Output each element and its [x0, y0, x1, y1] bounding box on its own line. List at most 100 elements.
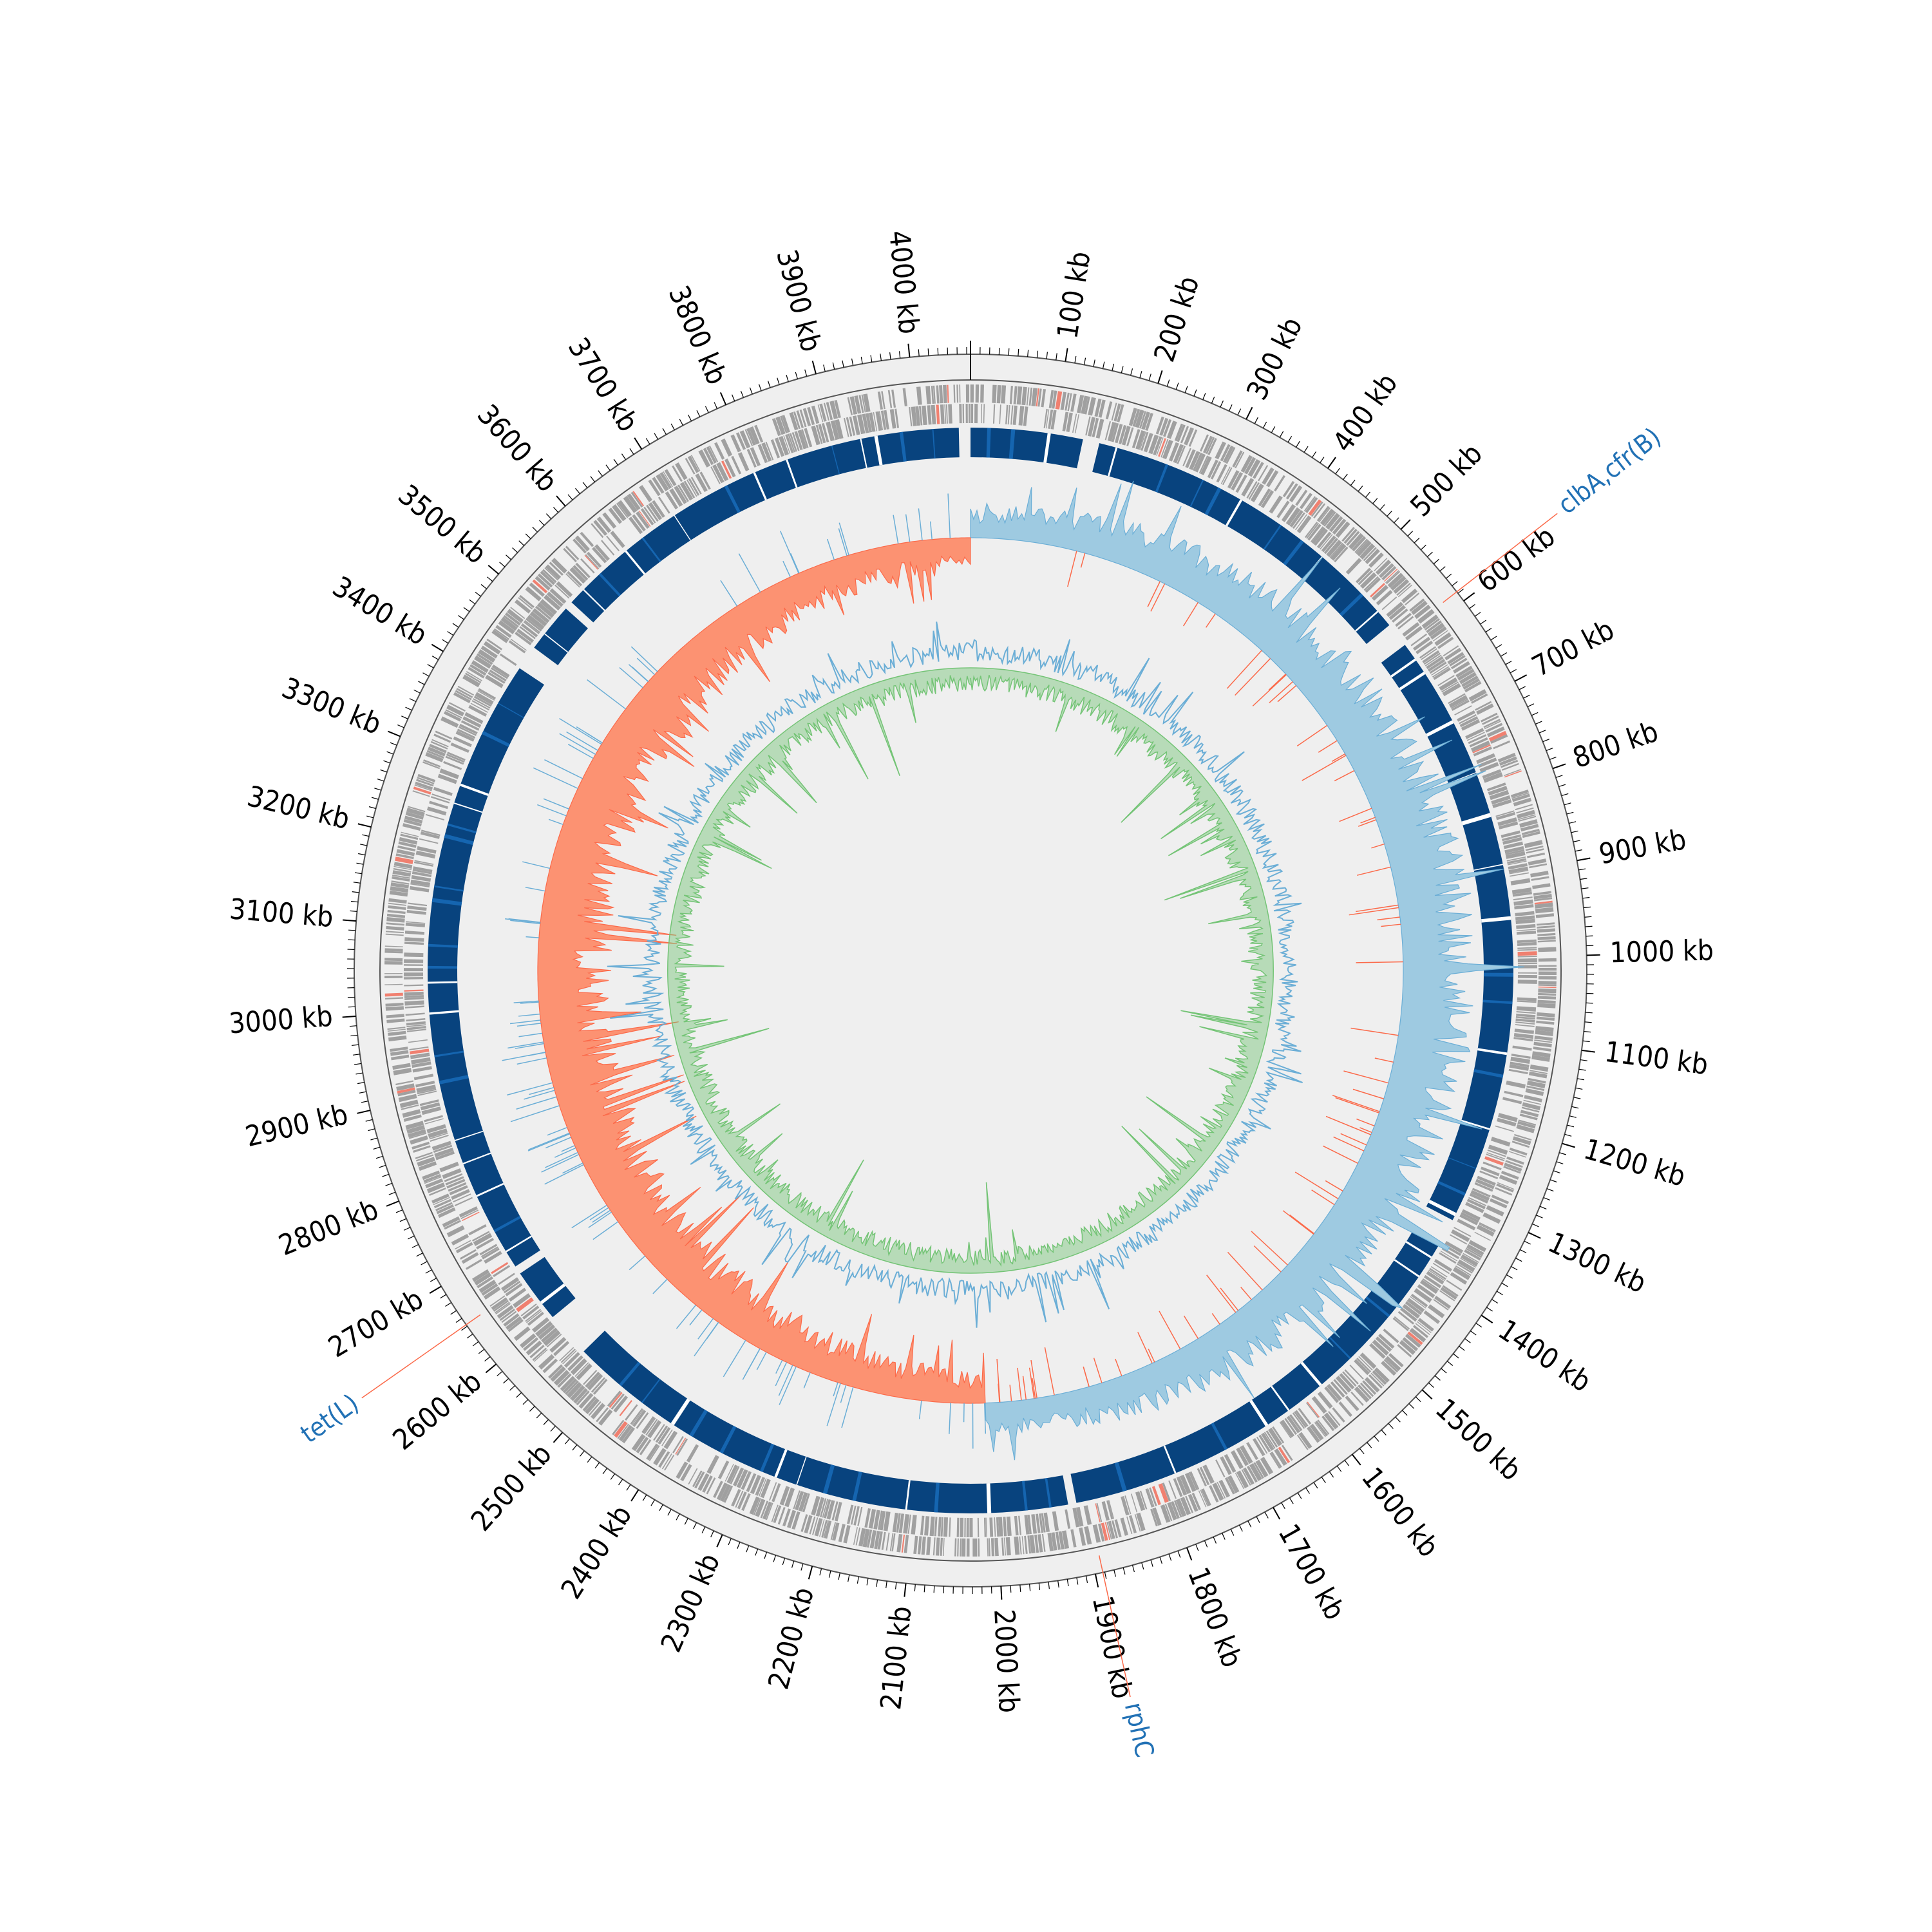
cds-feature [980, 384, 984, 403]
minor-tick [516, 1392, 522, 1398]
cds-feature [1121, 1495, 1130, 1516]
cds-feature [1299, 493, 1312, 509]
cds-feature [811, 405, 820, 424]
cds-feature [413, 786, 431, 795]
minor-tick [1510, 668, 1517, 674]
minor-tick [1446, 1361, 1454, 1366]
cds-feature [484, 1251, 502, 1264]
cds-feature [823, 1520, 829, 1539]
cds-feature [1180, 1497, 1191, 1515]
cds-feature [401, 1104, 419, 1110]
homology-block-detail [544, 633, 569, 653]
cds-feature [1235, 474, 1247, 493]
cds-feature [1313, 503, 1326, 519]
cds-feature [384, 975, 403, 978]
cds-feature [1334, 546, 1349, 563]
cds-feature [658, 1426, 671, 1445]
minor-tick [431, 656, 439, 660]
cds-feature [1444, 647, 1462, 661]
cds-feature [384, 961, 403, 965]
cds-feature [410, 1048, 430, 1055]
gc-skew-spike [775, 1361, 788, 1387]
tick-label: 3700 kb [562, 332, 645, 438]
cds-feature [1108, 1520, 1115, 1539]
cds-feature [869, 412, 876, 432]
cds-feature [1265, 1430, 1278, 1448]
tick-label: 2100 kb [875, 1605, 918, 1712]
minor-tick [1195, 1544, 1199, 1551]
homology-block-detail [1426, 720, 1454, 737]
cds-feature [896, 1513, 901, 1533]
cds-feature [1461, 1254, 1479, 1267]
cds-feature [730, 1466, 740, 1484]
gc-skew-spike [1360, 817, 1376, 824]
cds-feature [1315, 1420, 1329, 1437]
gc-skew-spike [508, 918, 541, 923]
cds-feature [1070, 393, 1077, 412]
cds-feature [1432, 666, 1450, 678]
cds-feature [1514, 904, 1534, 910]
cds-feature [1475, 1179, 1495, 1189]
cds-feature [1061, 1530, 1070, 1549]
minor-tick [1559, 1152, 1566, 1155]
cds-feature [1295, 489, 1308, 506]
cds-feature [1510, 872, 1529, 877]
cds-feature [1016, 386, 1023, 405]
cds-feature [619, 1400, 632, 1417]
homology-block-detail [1226, 499, 1243, 527]
cds-feature [957, 1538, 959, 1557]
major-tick [553, 1432, 564, 1443]
cds-feature [389, 890, 408, 897]
cds-feature [754, 424, 764, 443]
cds-feature [1048, 390, 1054, 408]
cds-feature [1386, 571, 1401, 585]
homology-block [428, 668, 545, 1267]
minor-tick [1495, 644, 1502, 649]
major-tick [1273, 1507, 1281, 1520]
cds-feature [478, 688, 497, 700]
cds-feature [523, 621, 540, 634]
gc-skew-spike [567, 744, 594, 759]
cds-feature [411, 1057, 431, 1065]
cds-feature [1457, 710, 1475, 722]
cds-feature [811, 425, 820, 446]
minor-tick [1553, 1170, 1560, 1174]
cds-feature [777, 1506, 786, 1525]
cds-feature [1417, 1318, 1434, 1332]
cds-feature [613, 1395, 629, 1413]
cds-feature [390, 1050, 409, 1056]
cds-feature [388, 898, 407, 904]
cds-feature [1442, 1285, 1459, 1297]
major-tick [1481, 1314, 1493, 1323]
minor-tick [870, 355, 873, 363]
cds-feature [1158, 438, 1166, 457]
cds-feature [1198, 1490, 1207, 1508]
cds-feature [1428, 1269, 1445, 1282]
homology-block-detail [1365, 1296, 1390, 1318]
cds-feature [1472, 744, 1491, 753]
cds-feature [1484, 721, 1501, 730]
cds-feature [974, 404, 978, 424]
cds-feature [416, 779, 434, 787]
gc-skew-spike [1318, 740, 1338, 753]
cds-feature [926, 1537, 931, 1555]
cds-feature [1101, 1501, 1110, 1521]
cds-feature [849, 416, 856, 436]
cds-feature [1511, 1141, 1530, 1148]
cds-feature [960, 1538, 961, 1557]
cds-feature [535, 605, 552, 620]
cds-feature [702, 1475, 713, 1493]
cds-feature [1282, 480, 1295, 498]
cds-feature [1037, 1534, 1043, 1553]
minor-tick [358, 853, 366, 856]
cds-feature [793, 411, 800, 430]
minor-tick [1524, 1240, 1531, 1245]
cds-feature [1443, 645, 1459, 657]
minor-tick [543, 1419, 549, 1425]
gc-skew-spike [1294, 1171, 1339, 1200]
cds-feature [1199, 1466, 1210, 1486]
cds-feature [1314, 529, 1329, 546]
cds-feature [1400, 1307, 1417, 1322]
gc-skew-spike [905, 514, 911, 542]
minor-tick [1445, 573, 1452, 579]
